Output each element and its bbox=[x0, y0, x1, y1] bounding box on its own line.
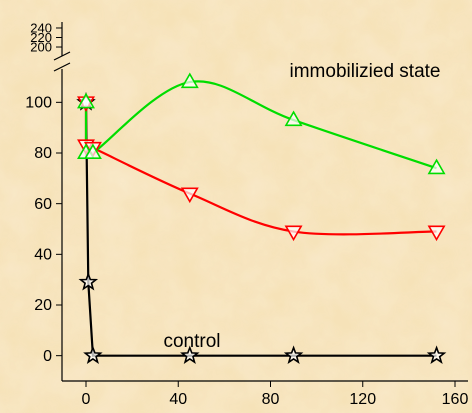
axis-break bbox=[53, 51, 71, 61]
marker bbox=[180, 72, 199, 89]
axis-break bbox=[53, 62, 71, 72]
annotation: immobilizied state bbox=[290, 61, 441, 82]
y-tick-label: 240 bbox=[30, 20, 52, 35]
y-tick-label: 220 bbox=[30, 30, 52, 45]
marker bbox=[77, 92, 95, 109]
marker bbox=[283, 345, 304, 364]
marker bbox=[83, 345, 103, 364]
y-tick-label: 40 bbox=[34, 247, 52, 264]
y-tick-label: 80 bbox=[34, 145, 52, 162]
x-tick-label: 160 bbox=[442, 391, 469, 408]
marker bbox=[427, 225, 446, 242]
y-tick-label: 60 bbox=[34, 196, 52, 213]
x-tick-label: 120 bbox=[349, 391, 376, 408]
annotation: control bbox=[163, 331, 220, 352]
marker bbox=[427, 158, 446, 175]
marker bbox=[284, 225, 303, 242]
y-tick-label: 20 bbox=[34, 297, 52, 314]
marker bbox=[180, 345, 200, 364]
marker bbox=[426, 345, 447, 364]
x-tick-label: 40 bbox=[169, 391, 187, 408]
marker bbox=[284, 110, 303, 127]
y-tick-label: 200 bbox=[30, 39, 52, 54]
x-tick-label: 80 bbox=[262, 391, 280, 408]
y-tick-label: 100 bbox=[25, 95, 52, 112]
axes bbox=[53, 22, 468, 382]
series-line bbox=[84, 102, 437, 357]
marker bbox=[78, 271, 99, 291]
marker bbox=[83, 143, 102, 159]
x-tick-label: 0 bbox=[82, 391, 91, 408]
marker bbox=[180, 187, 199, 204]
y-tick-label: 0 bbox=[43, 348, 52, 365]
